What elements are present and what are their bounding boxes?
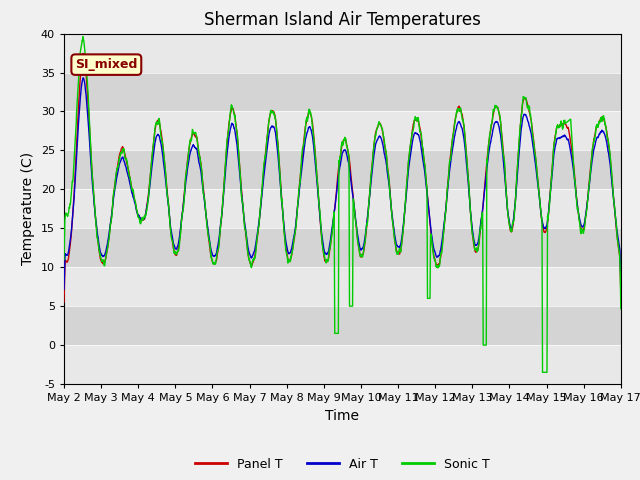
Bar	[64, 306, 621, 345]
Bar	[64, 228, 621, 267]
Bar	[64, 345, 621, 384]
Bar	[64, 72, 621, 111]
Bar	[64, 111, 621, 150]
Y-axis label: Temperature (C): Temperature (C)	[21, 152, 35, 265]
Text: SI_mixed: SI_mixed	[75, 58, 138, 71]
Legend: Panel T, Air T, Sonic T: Panel T, Air T, Sonic T	[191, 453, 494, 476]
Bar	[64, 150, 621, 189]
Bar	[64, 189, 621, 228]
X-axis label: Time: Time	[325, 408, 360, 422]
Title: Sherman Island Air Temperatures: Sherman Island Air Temperatures	[204, 11, 481, 29]
Bar	[64, 267, 621, 306]
Bar	[64, 34, 621, 72]
